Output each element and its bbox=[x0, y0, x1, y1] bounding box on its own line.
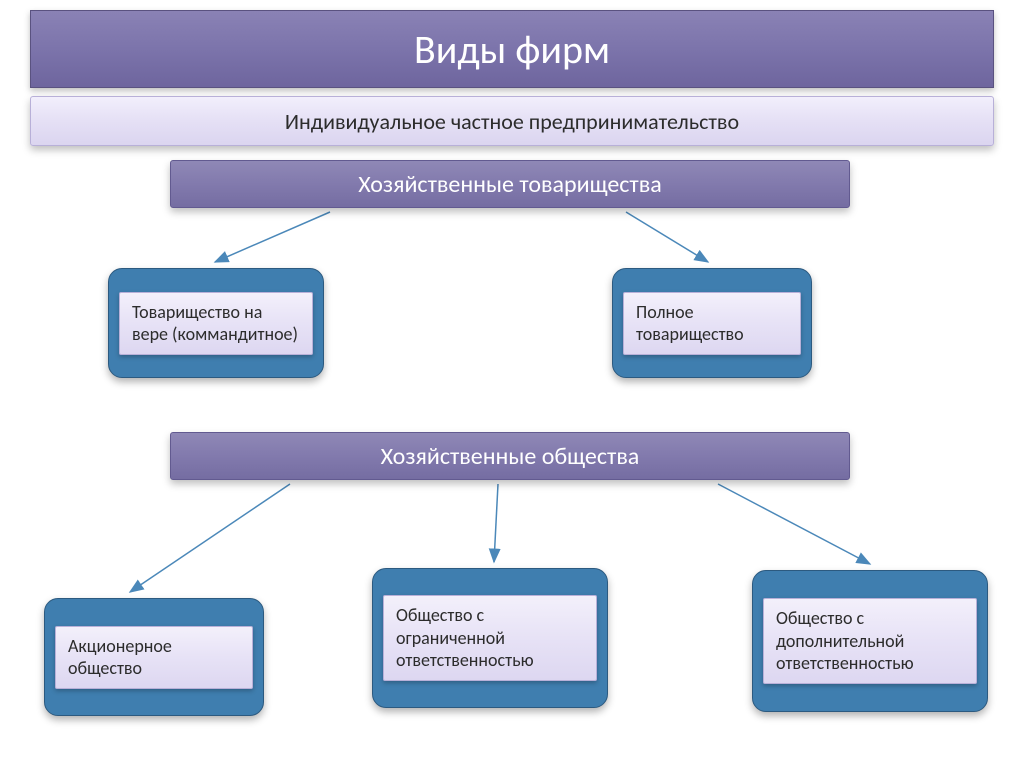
partnership-limited-label: Товарищество на вере (коммандитное) bbox=[119, 292, 313, 355]
companies-header: Хозяйственные общества bbox=[170, 432, 850, 480]
company-limited-liability-label: Общество с ограниченной ответственностью bbox=[383, 595, 597, 681]
company-joint-stock-box: Акционерное общество bbox=[44, 598, 264, 716]
partnership-limited-box: Товарищество на вере (коммандитное) bbox=[108, 268, 324, 378]
page-title: Виды фирм bbox=[30, 10, 994, 88]
partnership-full-box: Полное товарищество bbox=[612, 268, 812, 378]
partnership-full-label: Полное товарищество bbox=[623, 292, 801, 355]
company-joint-stock-label: Акционерное общество bbox=[55, 626, 253, 689]
company-limited-liability-box: Общество с ограниченной ответственностью bbox=[372, 568, 608, 708]
company-additional-liability-box: Общество с дополнительной ответственност… bbox=[752, 570, 988, 712]
partnerships-header: Хозяйственные товарищества bbox=[170, 160, 850, 208]
company-additional-liability-label: Общество с дополнительной ответственност… bbox=[763, 598, 977, 684]
level1-banner: Индивидуальное частное предпринимательст… bbox=[30, 96, 994, 146]
